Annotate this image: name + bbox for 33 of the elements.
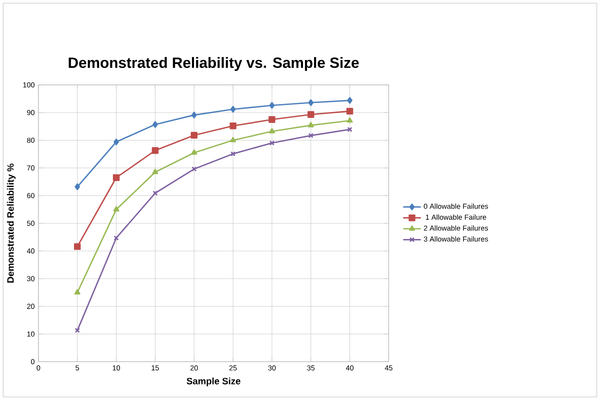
point: [114, 138, 119, 146]
point: [74, 183, 80, 190]
point: [230, 122, 236, 130]
point: [152, 168, 158, 174]
point: [308, 122, 314, 128]
point: [308, 132, 314, 138]
point: [190, 132, 198, 139]
point: [114, 235, 119, 240]
point: [112, 174, 120, 181]
point: [230, 106, 236, 113]
point: [347, 96, 352, 104]
point: [152, 147, 159, 154]
y-axis-title: Demonstrated Reliability %: [6, 164, 16, 283]
point: [308, 111, 314, 118]
point: [152, 190, 158, 196]
point: [268, 116, 276, 123]
point: [192, 166, 197, 172]
point: [191, 112, 197, 118]
point: [269, 102, 275, 109]
point: [74, 289, 80, 294]
point: [74, 243, 81, 250]
point: [346, 117, 353, 123]
point: [230, 136, 236, 142]
point: [269, 140, 275, 146]
point: [113, 206, 120, 212]
point: [308, 99, 314, 106]
point: [230, 151, 236, 156]
point: [191, 149, 198, 155]
point: [152, 121, 158, 128]
point: [268, 128, 275, 134]
chart-title: Demonstrated Reliability vs. Sample Size: [68, 56, 359, 71]
point: [346, 108, 354, 114]
x-axis-title: Sample Size: [186, 378, 240, 386]
